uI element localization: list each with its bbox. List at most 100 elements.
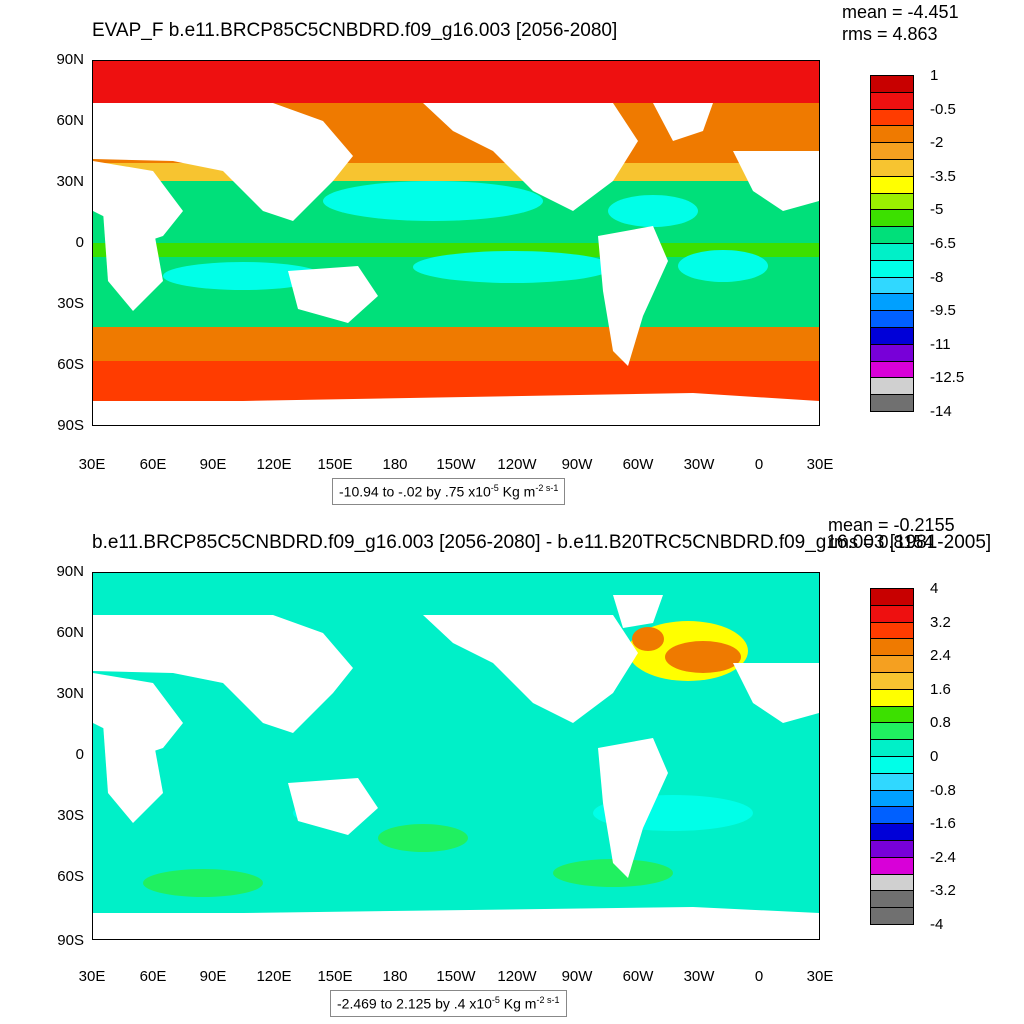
top-lat-tick: 90N (56, 51, 84, 68)
bottom-land-greenland (613, 595, 663, 628)
bottom-info-range: -2.469 to 2.125 by .4 x10 (337, 995, 492, 1012)
bottom-southern-green-2 (378, 824, 468, 852)
colorbar-swatch (870, 108, 914, 127)
top-lat-tick: 0 (75, 234, 84, 251)
top-satl-max (678, 250, 768, 282)
bottom-map-canvas (93, 573, 819, 939)
bottom-lat-tick: 60S (57, 868, 84, 885)
bottom-southern-green-1 (143, 869, 263, 897)
colorbar-swatch (870, 638, 914, 657)
bottom-contour-info: -2.469 to 2.125 by .4 x10-5 Kg m-2 s-1 (330, 990, 567, 1017)
bottom-land-antarctica (93, 907, 819, 939)
bottom-land-europe (733, 663, 819, 723)
colorbar-swatch (870, 192, 914, 211)
colorbar-swatch (870, 890, 914, 909)
bottom-land-s-america (598, 738, 668, 878)
top-land-antarctica (93, 393, 819, 425)
bottom-lon-tick: 60W (622, 968, 654, 985)
bottom-lon-tick: 180 (382, 968, 408, 985)
colorbar-swatch (870, 739, 914, 757)
bottom-lon-tick: 120W (497, 968, 537, 985)
bottom-lon-tick: 30E (78, 968, 106, 985)
colorbar-swatch (870, 604, 914, 623)
colorbar-label: 3.2 (930, 613, 951, 631)
top-panel: EVAP_F b.e11.BRCP85C5CNBDRD.f09_g16.003 … (56, 2, 965, 505)
bottom-lon-tick: 30W (683, 968, 715, 985)
colorbar-swatch (870, 772, 914, 791)
colorbar-label: 0.8 (930, 714, 951, 732)
colorbar-label: 4 (930, 580, 939, 597)
colorbar-label: -12.5 (930, 369, 965, 387)
bottom-mean-label: mean = -0.2155 (828, 515, 955, 535)
top-land-australia (288, 266, 378, 323)
colorbar-swatch (870, 588, 914, 606)
top-lon-tick: 30W (683, 456, 715, 473)
top-lat-tick: 60S (57, 356, 84, 373)
bottom-lon-tick: 60E (139, 968, 167, 985)
bottom-lon-tick: 150W (436, 968, 476, 985)
top-npac-max (323, 181, 543, 221)
colorbar-label: -6.5 (930, 235, 956, 252)
top-lon-tick: 90W (561, 456, 593, 473)
colorbar-label: 2.4 (930, 647, 951, 665)
top-lat-tick: 30S (57, 295, 84, 312)
bottom-plot-title: b.e11.BRCP85C5CNBDRD.f09_g16.003 [2056-2… (92, 532, 992, 553)
top-land-africa-n (93, 161, 183, 246)
colorbar-label: -3.2 (930, 882, 956, 900)
bottom-land-n-america (423, 615, 638, 723)
bottom-natl-hot (665, 641, 741, 673)
bottom-land-africa-s (103, 723, 163, 823)
colorbar-swatch (870, 293, 914, 312)
bottom-info-unit-exp: -2 s-1 (536, 995, 560, 1005)
bottom-lon-tick: 120E (256, 968, 292, 985)
colorbar-swatch (870, 655, 914, 673)
colorbar-label: -5 (930, 201, 944, 219)
top-land-africa-s (103, 211, 163, 311)
colorbar-swatch (870, 873, 914, 892)
top-natl-max (608, 195, 698, 227)
top-land-greenland (653, 103, 713, 141)
colorbar-label: -8 (930, 268, 944, 286)
top-land-n-america (423, 103, 638, 211)
colorbar-label: -2.4 (930, 848, 956, 866)
top-lon-tick: 120E (256, 456, 292, 473)
bottom-lat-tick: 90S (57, 932, 84, 949)
top-lat-tick: 30N (56, 173, 84, 190)
top-lon-tick: 150W (436, 456, 476, 473)
colorbar-swatch (870, 125, 914, 144)
top-indian-max (163, 262, 323, 290)
bottom-lat-tick: 90N (56, 563, 84, 580)
colorbar-swatch (870, 159, 914, 177)
top-info-unit: Kg m (498, 483, 536, 500)
top-map (92, 60, 820, 426)
colorbar-swatch (870, 688, 914, 707)
colorbar-swatch (870, 823, 914, 841)
colorbar-swatch (870, 276, 914, 295)
top-lon-tick: 120W (497, 456, 537, 473)
top-lon-tick: 150E (317, 456, 353, 473)
colorbar-label: 1 (930, 67, 939, 84)
colorbar-swatch (870, 907, 914, 925)
colorbar-swatch (870, 209, 914, 228)
colorbar-swatch (870, 377, 914, 396)
colorbar-swatch (870, 259, 914, 278)
colorbar-swatch (870, 327, 914, 345)
colorbar-swatch (870, 722, 914, 741)
colorbar-swatch (870, 705, 914, 724)
colorbar-swatch (870, 91, 914, 110)
bottom-lat-tick: 60N (56, 624, 84, 641)
colorbar-swatch (870, 226, 914, 244)
bottom-labsea-hot (632, 627, 664, 651)
colorbar-label: -9.5 (930, 302, 956, 320)
bottom-rms-label: rms = 0.8154 (828, 532, 934, 552)
bottom-lat-tick: 0 (75, 746, 84, 763)
bottom-land-africa-n (93, 673, 183, 758)
top-info-range: -10.94 to -.02 by .75 x10 (339, 483, 491, 500)
colorbar-swatch (870, 789, 914, 808)
colorbar-swatch (870, 856, 914, 875)
top-lat-tick: 60N (56, 112, 84, 129)
top-plot-title: EVAP_F b.e11.BRCP85C5CNBDRD.f09_g16.003 … (92, 20, 618, 41)
bottom-lon-tick: 90W (561, 968, 593, 985)
colorbar-label: -0.8 (930, 781, 956, 799)
top-mean-label: mean = -4.451 (842, 2, 959, 22)
